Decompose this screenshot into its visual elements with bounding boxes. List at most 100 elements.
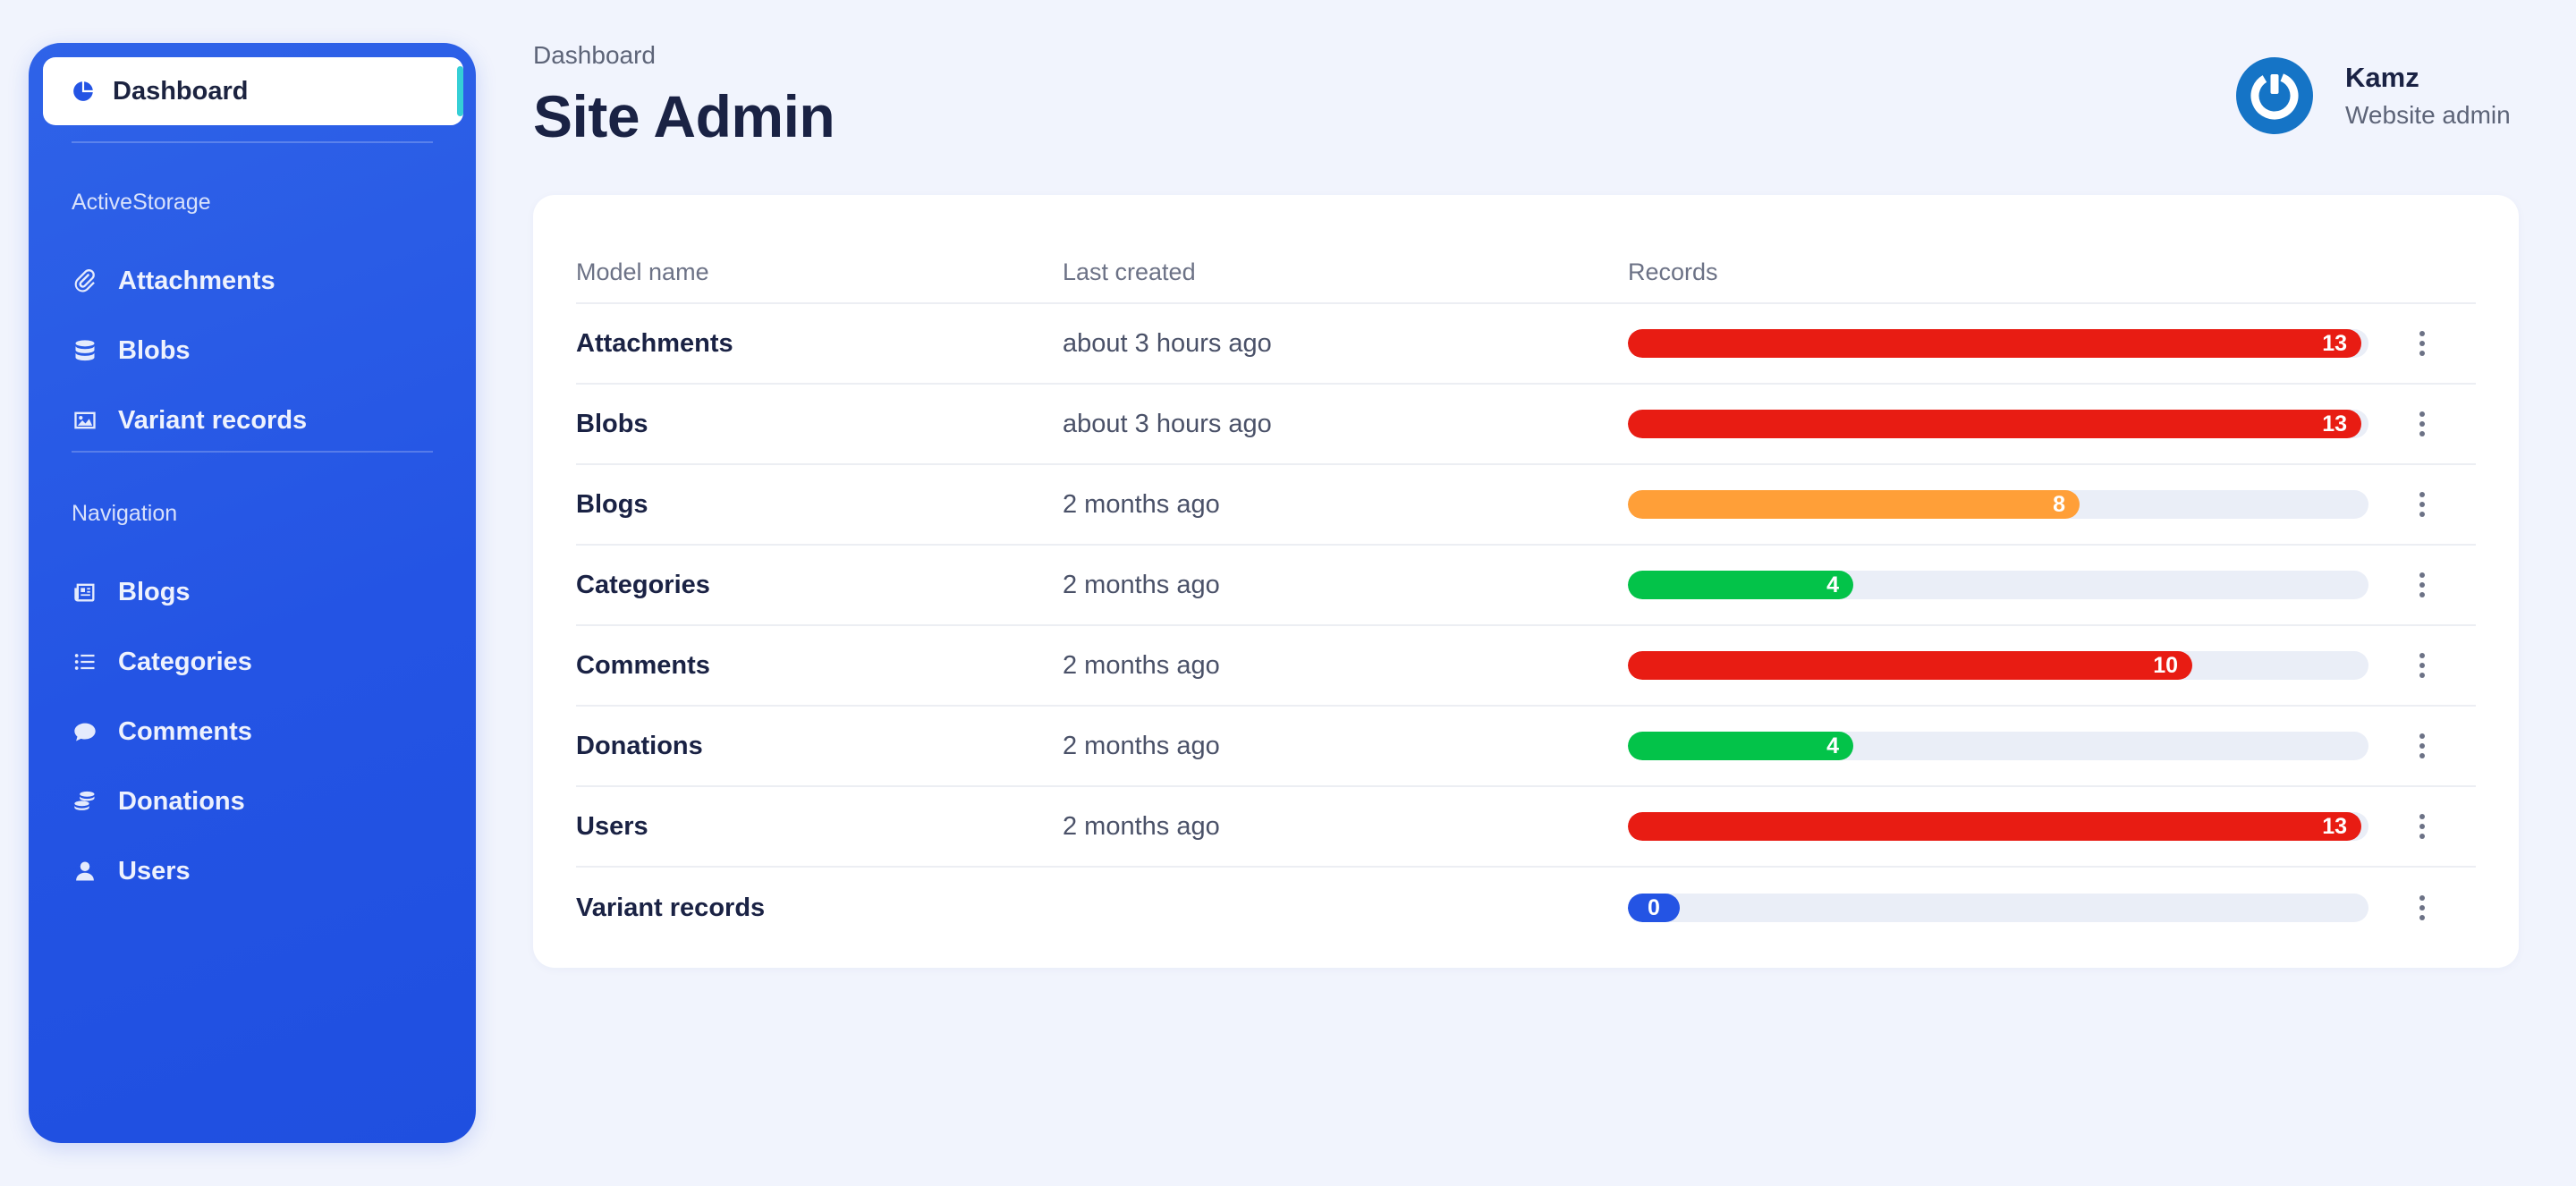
records-count: 0 xyxy=(1648,894,1660,920)
kebab-dot xyxy=(2419,824,2425,829)
last-created: about 3 hours ago xyxy=(1063,328,1272,358)
model-name-link[interactable]: Attachments xyxy=(576,328,733,358)
table-row[interactable]: Users 2 months ago 13 xyxy=(576,787,2476,868)
image-icon xyxy=(72,407,98,434)
kebab-dot xyxy=(2419,411,2425,417)
sidebar-item-donations[interactable]: Donations xyxy=(72,776,447,826)
last-created: 2 months ago xyxy=(1063,650,1220,680)
sidebar-item-blobs[interactable]: Blobs xyxy=(72,326,447,376)
last-created: about 3 hours ago xyxy=(1063,409,1272,438)
kebab-dot xyxy=(2419,351,2425,356)
records-bar-fill: 13 xyxy=(1628,812,2361,841)
model-name-link[interactable]: Variant records xyxy=(576,893,766,922)
more-vertical-icon[interactable] xyxy=(2410,406,2435,442)
kebab-dot xyxy=(2419,663,2425,668)
kebab-dot xyxy=(2419,512,2425,517)
sidebar-item-comments[interactable]: Comments xyxy=(72,707,447,757)
power-logo-icon xyxy=(2248,69,2301,123)
kebab-dot xyxy=(2419,834,2425,839)
more-vertical-icon[interactable] xyxy=(2410,487,2435,522)
coins-icon xyxy=(72,788,98,815)
records-bar-fill: 0 xyxy=(1628,894,1680,922)
records-count: 13 xyxy=(2322,330,2347,356)
records-bar: 13 xyxy=(1628,329,2368,358)
records-count: 10 xyxy=(2153,652,2178,678)
kebab-dot xyxy=(2419,582,2425,588)
table-row[interactable]: Donations 2 months ago 4 xyxy=(576,707,2476,787)
more-vertical-icon[interactable] xyxy=(2410,326,2435,361)
model-name-link[interactable]: Comments xyxy=(576,650,710,680)
records-count: 8 xyxy=(2053,491,2065,517)
table-row[interactable]: Comments 2 months ago 10 xyxy=(576,626,2476,707)
table-row[interactable]: Categories 2 months ago 4 xyxy=(576,546,2476,626)
kebab-dot xyxy=(2419,592,2425,597)
active-indicator xyxy=(457,66,463,116)
table-header: Model name Last created Records xyxy=(576,241,2476,304)
kebab-dot xyxy=(2419,814,2425,819)
model-name-link[interactable]: Blobs xyxy=(576,409,648,438)
column-header-created: Last created xyxy=(1063,258,1196,285)
records-count: 4 xyxy=(1826,572,1839,597)
user-icon xyxy=(72,858,98,885)
column-header-model: Model name xyxy=(576,258,709,285)
kebab-dot xyxy=(2419,572,2425,578)
kebab-dot xyxy=(2419,743,2425,749)
model-name-link[interactable]: Donations xyxy=(576,731,703,760)
last-created: 2 months ago xyxy=(1063,570,1220,599)
kebab-dot xyxy=(2419,421,2425,427)
sidebar-item-attachments[interactable]: Attachments xyxy=(72,256,447,306)
table-row[interactable]: Blobs about 3 hours ago 13 xyxy=(576,385,2476,465)
page-title: Site Admin xyxy=(533,83,835,149)
kebab-dot xyxy=(2419,895,2425,901)
list-icon xyxy=(72,648,98,675)
more-vertical-icon[interactable] xyxy=(2410,648,2435,683)
more-vertical-icon[interactable] xyxy=(2410,567,2435,603)
kebab-dot xyxy=(2419,492,2425,497)
sidebar-item-blogs[interactable]: Blogs xyxy=(72,567,447,617)
model-name-link[interactable]: Blogs xyxy=(576,489,648,519)
more-vertical-icon[interactable] xyxy=(2410,728,2435,764)
sidebar-item-users[interactable]: Users xyxy=(72,846,447,896)
more-vertical-icon[interactable] xyxy=(2410,890,2435,926)
last-created: 2 months ago xyxy=(1063,489,1220,519)
newspaper-icon xyxy=(72,579,98,606)
sidebar-item-label: Blobs xyxy=(118,335,191,365)
records-bar: 8 xyxy=(1628,490,2368,519)
kebab-dot xyxy=(2419,653,2425,658)
records-count: 13 xyxy=(2322,411,2347,436)
more-vertical-icon[interactable] xyxy=(2410,809,2435,844)
records-bar: 4 xyxy=(1628,571,2368,599)
column-header-records: Records xyxy=(1628,258,1718,285)
sidebar-item-label: Comments xyxy=(118,716,252,746)
sidebar-item-dashboard[interactable]: Dashboard xyxy=(43,57,463,125)
table-row[interactable]: Attachments about 3 hours ago 13 xyxy=(576,304,2476,385)
model-name-link[interactable]: Categories xyxy=(576,570,710,599)
user-name: Kamz xyxy=(2345,62,2419,93)
records-bar-fill: 13 xyxy=(1628,329,2361,358)
sidebar-item-categories[interactable]: Categories xyxy=(72,637,447,687)
records-bar: 10 xyxy=(1628,651,2368,680)
records-bar-fill: 10 xyxy=(1628,651,2192,680)
sidebar-divider xyxy=(72,451,433,453)
table-row[interactable]: Variant records 0 xyxy=(576,868,2476,948)
models-table: Model name Last created Records Attachme… xyxy=(576,241,2476,948)
records-bar-fill: 4 xyxy=(1628,732,1853,760)
sidebar: Dashboard ActiveStorage Attachments Blob… xyxy=(29,43,476,1143)
database-icon xyxy=(72,337,98,364)
sidebar-item-variant-records[interactable]: Variant records xyxy=(72,395,447,445)
breadcrumb[interactable]: Dashboard xyxy=(533,41,656,69)
last-created: 2 months ago xyxy=(1063,731,1220,760)
avatar[interactable] xyxy=(2236,57,2313,134)
model-name-link[interactable]: Users xyxy=(576,811,648,841)
sidebar-item-label: Blogs xyxy=(118,577,191,606)
table-row[interactable]: Blogs 2 months ago 8 xyxy=(576,465,2476,546)
records-bar-fill: 13 xyxy=(1628,410,2361,438)
user-menu[interactable]: Kamz Website admin xyxy=(2236,57,2511,134)
user-role: Website admin xyxy=(2345,101,2511,129)
sidebar-item-label: Attachments xyxy=(118,266,275,295)
section-label-activestorage: ActiveStorage xyxy=(72,190,211,215)
records-bar: 13 xyxy=(1628,410,2368,438)
kebab-dot xyxy=(2419,431,2425,436)
section-label-navigation: Navigation xyxy=(72,501,178,526)
sidebar-item-label: Dashboard xyxy=(113,76,249,106)
